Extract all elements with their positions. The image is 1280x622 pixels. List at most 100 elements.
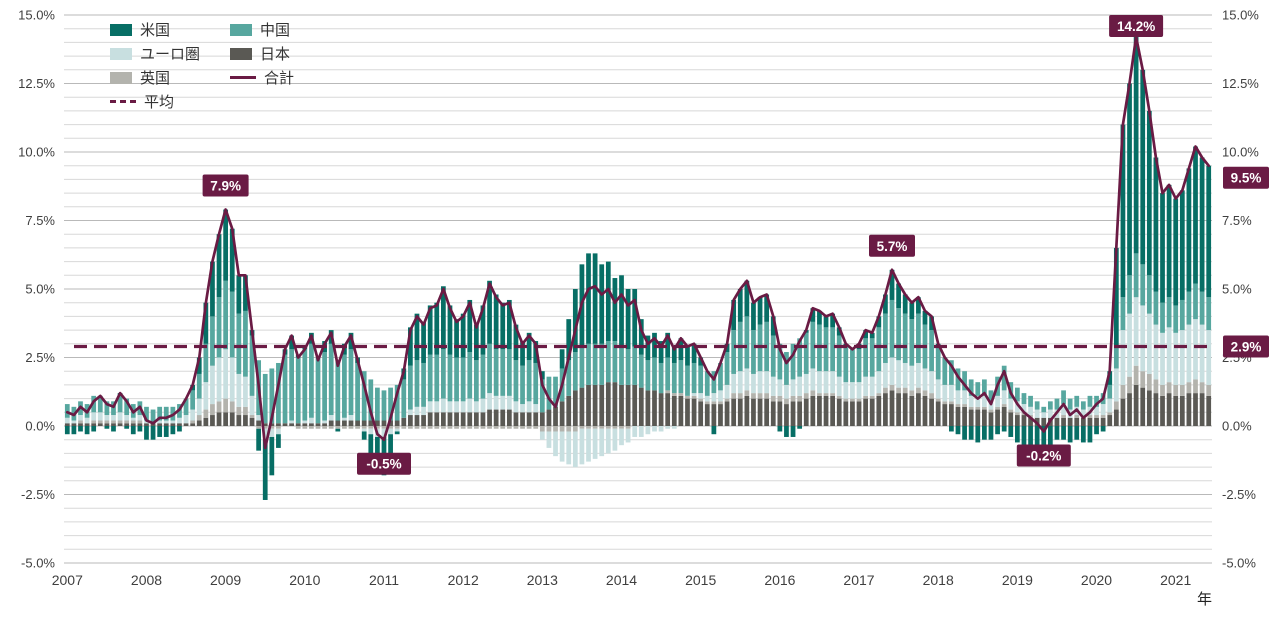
bar-japan <box>922 395 928 426</box>
bar-japan <box>493 409 499 426</box>
x-axis-unit-label: 年 <box>1197 591 1213 608</box>
bar-us <box>388 434 393 457</box>
bar-japan <box>480 412 486 426</box>
bar-uk <box>823 393 829 396</box>
bar-japan <box>718 404 723 426</box>
y-tick-label-left: 12.5% <box>18 76 55 91</box>
bar-japan <box>262 423 268 426</box>
x-tick-label: 2014 <box>606 572 637 588</box>
y-tick-label-left: 0.0% <box>25 419 55 434</box>
bar-eurozone <box>1120 330 1126 385</box>
bar-eurozone <box>1061 404 1066 416</box>
bar-eurozone <box>124 415 130 421</box>
bar-eurozone <box>784 384 789 399</box>
annotation-box <box>1109 15 1164 37</box>
bar-us <box>592 253 598 344</box>
bar-uk <box>909 390 915 396</box>
bar-japan <box>553 406 558 426</box>
bar-eurozone <box>1047 409 1053 418</box>
bar-uk <box>520 426 525 429</box>
bar-us <box>506 299 512 350</box>
bar-us <box>157 426 163 437</box>
bar-eurozone <box>533 404 539 413</box>
bar-eurozone <box>995 395 1000 407</box>
legend-label: ユーロ圏 <box>140 46 201 63</box>
bar-japan <box>1120 398 1126 426</box>
bar-japan <box>394 420 400 426</box>
bar-japan <box>348 420 354 426</box>
bar-uk <box>1166 382 1172 394</box>
bar-eurozone <box>691 393 697 396</box>
bar-uk <box>843 398 849 402</box>
bar-eurozone <box>883 362 888 388</box>
annotation-label: 2.9% <box>1231 340 1262 355</box>
bar-eurozone <box>1186 324 1192 383</box>
bar-china <box>830 327 836 372</box>
legend-item: 中国 <box>230 22 294 39</box>
bar-uk <box>559 426 565 432</box>
bar-uk <box>586 426 591 429</box>
bar-eurozone <box>896 360 901 388</box>
bar-uk <box>223 398 229 413</box>
bar-us <box>770 316 776 336</box>
x-tick-label: 2019 <box>1002 572 1033 588</box>
bar-japan <box>935 401 941 426</box>
bar-uk <box>988 409 994 413</box>
bar-uk <box>1140 371 1146 388</box>
bar-uk <box>724 398 730 402</box>
bar-uk <box>210 404 215 416</box>
bar-china <box>262 373 268 424</box>
bar-eurozone <box>394 428 400 432</box>
bar-japan <box>757 398 763 426</box>
y-tick-label-right: 5.0% <box>1222 282 1252 297</box>
bar-us <box>434 302 440 355</box>
annotation-label: -0.5% <box>366 457 401 472</box>
bar-us <box>203 302 209 344</box>
bar-japan <box>586 384 591 426</box>
bar-china <box>1127 275 1132 314</box>
bar-eurozone <box>777 379 783 396</box>
bar-china <box>117 395 123 413</box>
bar-us <box>520 341 525 366</box>
bar-uk <box>1127 376 1132 394</box>
bar-eurozone <box>909 365 915 391</box>
bar-china <box>671 362 677 394</box>
bar-china <box>625 349 631 385</box>
bar-china <box>1186 291 1192 325</box>
bar-eurozone <box>388 428 393 435</box>
bar-uk <box>1113 401 1119 410</box>
bar-china <box>1087 395 1093 407</box>
bar-eurozone <box>493 395 499 410</box>
bar-us <box>869 332 875 339</box>
bar-china <box>381 390 387 421</box>
bar-eurozone <box>1153 324 1159 380</box>
bar-japan <box>949 404 954 426</box>
bar-japan <box>784 404 789 426</box>
bar-eurozone <box>1008 398 1014 410</box>
bar-us <box>262 439 268 500</box>
bar-us <box>394 431 400 435</box>
legend-item: 英国 <box>110 70 200 87</box>
bar-us <box>1133 36 1139 254</box>
x-tick-label: 2009 <box>210 572 241 588</box>
bar-uk <box>276 426 281 429</box>
bar-us <box>1080 426 1086 443</box>
bar-eurozone <box>988 401 994 410</box>
bar-china <box>460 357 466 402</box>
bar-china <box>1179 299 1185 331</box>
bar-eurozone <box>421 406 426 416</box>
bar-us <box>368 434 374 459</box>
bar-eurozone <box>843 382 849 399</box>
bar-japan <box>698 401 704 426</box>
bar-eurozone <box>638 426 644 437</box>
bar-uk <box>1014 412 1020 416</box>
bar-us <box>1014 426 1020 443</box>
bar-uk <box>434 426 440 429</box>
bar-eurozone <box>718 390 723 402</box>
bar-china <box>216 297 222 358</box>
bar-china <box>196 373 202 399</box>
bar-china <box>1061 390 1066 405</box>
bar-japan <box>883 393 888 426</box>
bar-japan <box>770 401 776 426</box>
